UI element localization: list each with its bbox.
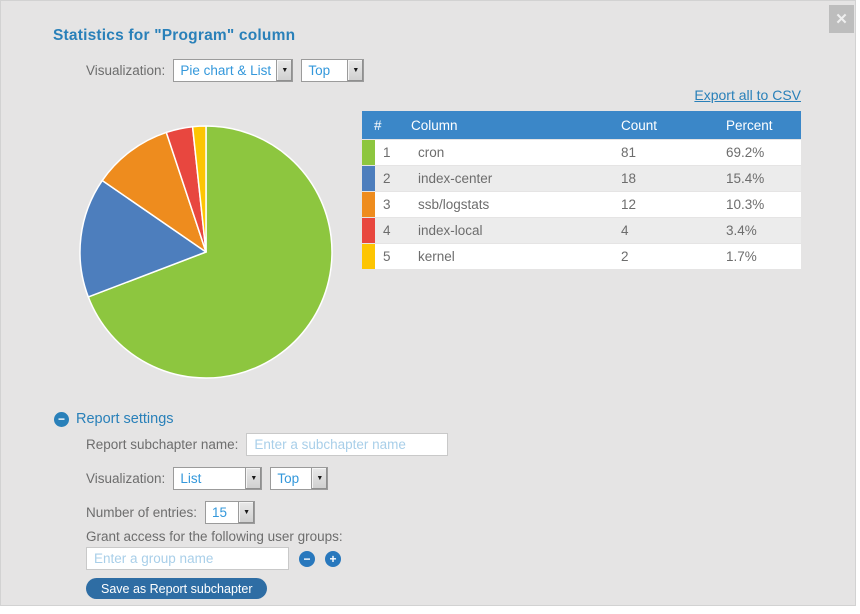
page-title: Statistics for "Program" column — [53, 27, 296, 44]
row-index: 5 — [383, 249, 391, 264]
table-header-cell: # — [374, 117, 382, 133]
rs-visualization-row: Visualization: List ▼ Top ▼ — [86, 467, 329, 490]
entries-label: Number of entries: — [86, 505, 198, 520]
visualization-label: Visualization: — [86, 63, 166, 78]
remove-group-button[interactable]: − — [299, 550, 315, 567]
entries-select[interactable]: 15 ▼ — [205, 501, 256, 524]
table-row: 2 index-center 18 15.4% — [362, 166, 801, 191]
top-visualization-row: Visualization: Pie chart & List ▼ Top ▼ — [86, 59, 365, 82]
export-csv-link[interactable]: Export all to CSV — [694, 87, 801, 103]
row-column: ssb/logstats — [418, 197, 490, 212]
row-color-swatch — [362, 218, 375, 243]
row-color-swatch — [362, 244, 375, 269]
table-row: 3 ssb/logstats 12 10.3% — [362, 192, 801, 217]
entries-row: Number of entries: 15 ▼ — [86, 501, 256, 524]
report-settings-title: Report settings — [76, 411, 174, 427]
row-index: 1 — [383, 145, 391, 160]
chevron-down-icon: ▼ — [238, 502, 255, 523]
add-group-button[interactable]: + — [325, 550, 341, 567]
row-count: 12 — [621, 197, 637, 212]
top-mode-select-value: Top — [308, 63, 331, 78]
row-percent: 15.4% — [726, 171, 765, 186]
top-mode-select[interactable]: Top ▼ — [301, 59, 365, 82]
pie-chart — [78, 124, 334, 380]
table-row: 1 cron 81 69.2% — [362, 140, 801, 165]
pie-slice-index-center — [79, 179, 207, 298]
row-percent: 1.7% — [726, 249, 757, 264]
rs-visualization-select[interactable]: List ▼ — [173, 467, 263, 490]
plus-icon: + — [329, 551, 337, 566]
chevron-down-icon: ▼ — [347, 60, 364, 81]
chevron-down-icon: ▼ — [245, 468, 262, 489]
row-count: 81 — [621, 145, 637, 160]
table-row: 5 kernel 2 1.7% — [362, 244, 801, 269]
table-header: # Column Count Percent — [362, 111, 801, 139]
minus-icon: − — [303, 551, 311, 566]
table-header-cell: Percent — [726, 117, 773, 133]
stats-table-body: 1 cron 81 69.2% 2 index-center 18 15.4% 3 ssb/log… — [362, 140, 801, 269]
row-percent: 69.2% — [726, 145, 765, 160]
chart-type-select-value: Pie chart & List — [180, 63, 272, 78]
collapse-icon: − — [54, 411, 69, 427]
rs-top-mode-select[interactable]: Top ▼ — [270, 467, 329, 490]
pie-slice-cron — [87, 125, 333, 379]
row-column: index-center — [418, 171, 493, 186]
report-settings-toggle[interactable]: − Report settings — [54, 411, 174, 427]
row-count: 2 — [621, 249, 629, 264]
row-color-swatch — [362, 140, 375, 165]
subchapter-name-label: Report subchapter name: — [86, 437, 239, 452]
table-row: 4 index-local 4 3.4% — [362, 218, 801, 243]
close-button[interactable]: ✕ — [829, 5, 854, 33]
group-name-row: − + — [86, 547, 341, 570]
grant-access-label: Grant access for the following user grou… — [86, 529, 343, 544]
row-color-swatch — [362, 166, 375, 191]
rs-top-mode-select-value: Top — [277, 471, 300, 486]
table-header-cell: Count — [621, 117, 658, 133]
save-report-subchapter-button[interactable]: Save as Report subchapter — [86, 578, 268, 599]
chevron-down-icon: ▼ — [276, 60, 293, 81]
chart-type-select[interactable]: Pie chart & List ▼ — [173, 59, 294, 82]
row-count: 18 — [621, 171, 637, 186]
row-index: 2 — [383, 171, 391, 186]
row-column: index-local — [418, 223, 483, 238]
stats-table: # Column Count Percent 1 cron 81 69.2% 2 index-c… — [362, 111, 801, 269]
row-count: 4 — [621, 223, 629, 238]
row-percent: 3.4% — [726, 223, 757, 238]
row-color-swatch — [362, 192, 375, 217]
row-percent: 10.3% — [726, 197, 765, 212]
row-index: 4 — [383, 223, 391, 238]
group-name-input[interactable] — [86, 547, 289, 570]
row-index: 3 — [383, 197, 391, 212]
row-column: kernel — [418, 249, 455, 264]
pie-slice-kernel — [191, 125, 207, 253]
chevron-down-icon: ▼ — [311, 468, 328, 489]
row-column: cron — [418, 145, 445, 160]
table-header-cell: Column — [411, 117, 458, 133]
subchapter-name-row: Report subchapter name: — [86, 433, 449, 456]
close-icon: ✕ — [835, 10, 848, 28]
entries-select-value: 15 — [212, 505, 228, 520]
pie-slice-ssb/logstats — [101, 131, 207, 253]
rs-visualization-label: Visualization: — [86, 471, 166, 486]
subchapter-name-input[interactable] — [246, 433, 449, 456]
rs-visualization-select-value: List — [180, 471, 202, 486]
